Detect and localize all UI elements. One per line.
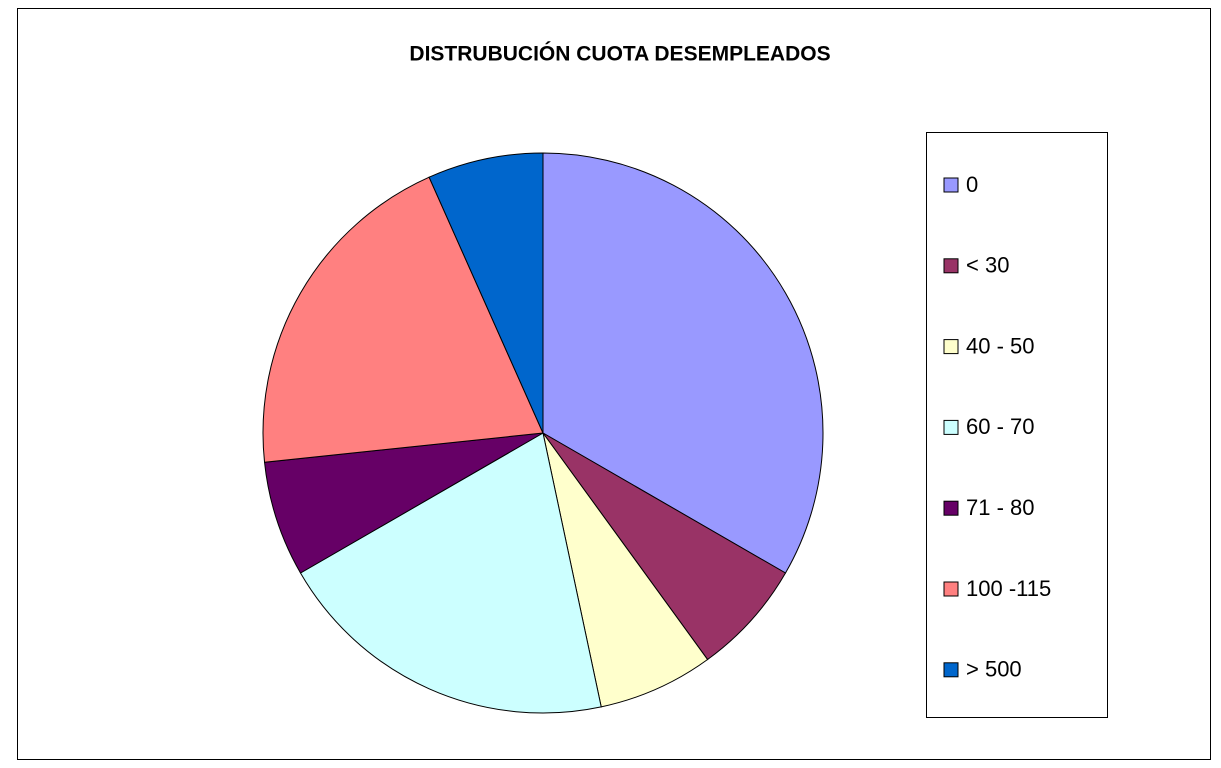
legend-swatch: [943, 581, 959, 597]
legend-swatch: [943, 419, 959, 435]
legend-swatch: [943, 500, 959, 516]
legend-label: 71 - 80: [966, 495, 1035, 520]
pie-slice: [428, 152, 544, 434]
legend-swatch: [943, 177, 959, 193]
legend-label: > 500: [966, 657, 1022, 682]
legend-swatch: [943, 258, 959, 274]
pie-slice: [263, 432, 544, 574]
pie-slice: [299, 432, 602, 714]
pie-slice: [542, 432, 709, 708]
legend-swatch: [943, 339, 959, 355]
legend-label: 60 - 70: [966, 414, 1035, 439]
pie-slice: [542, 152, 824, 574]
chart-title: DISTRUBUCIÓN CUOTA DESEMPLEADOS: [409, 42, 830, 66]
legend-swatch: [943, 662, 959, 678]
legend-label: 100 -115: [966, 576, 1051, 601]
legend-label: < 30: [966, 253, 1009, 278]
pie-slice: [542, 432, 787, 661]
legend-label: 0: [966, 172, 978, 197]
legend-label: 40 - 50: [966, 333, 1035, 358]
pie-slice: [262, 176, 544, 463]
